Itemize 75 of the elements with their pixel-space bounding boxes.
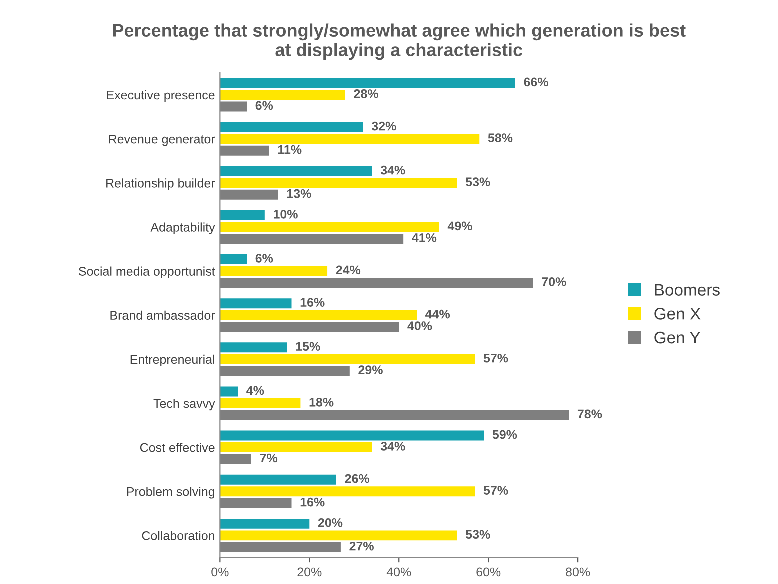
data-label: 40%: [408, 322, 432, 330]
bar: [220, 122, 364, 132]
y-tick-label: Social media opportunist: [79, 266, 216, 278]
bar: [220, 78, 516, 88]
data-label: 29%: [358, 366, 383, 375]
bar: [220, 486, 476, 497]
data-label: 59%: [492, 430, 518, 440]
data-label: 41%: [412, 234, 437, 242]
data-label: 57%: [484, 354, 508, 363]
bar: [220, 430, 484, 441]
chart-title: Percentage that strongly/somewhat agree which generation is best at displaying a characteristic: [113, 24, 686, 60]
data-label: 6%: [256, 101, 274, 110]
legend-label: Gen X: [654, 308, 701, 320]
data-label: 32%: [372, 122, 396, 131]
data-label: 58%: [488, 134, 513, 142]
data-label: 53%: [466, 530, 490, 540]
data-label: 11%: [278, 145, 302, 154]
data-label: 20%: [318, 518, 343, 528]
data-label: 34%: [380, 442, 406, 451]
bar: [220, 310, 418, 320]
y-tick-label: Problem solving: [127, 487, 215, 499]
data-label: 27%: [350, 542, 374, 551]
data-label: 53%: [466, 178, 490, 187]
bar: [220, 222, 440, 232]
y-tick-label: Revenue generator: [109, 135, 216, 146]
bar: [220, 254, 248, 265]
x-tick-label: 0%: [212, 568, 229, 577]
x-tick-label: 80%: [566, 568, 590, 577]
bar: [220, 530, 458, 541]
bar: [220, 386, 238, 397]
bar: [220, 398, 301, 408]
data-label: 26%: [345, 474, 370, 484]
bar: [220, 442, 372, 453]
bar: [220, 210, 265, 220]
data-label: 18%: [310, 398, 334, 407]
data-label: 57%: [484, 486, 508, 495]
bar: [220, 90, 346, 100]
bar: [220, 342, 288, 353]
x-tick-label: 40%: [386, 568, 412, 577]
data-label: 4%: [246, 386, 264, 396]
data-label: 28%: [354, 90, 378, 98]
data-label: 10%: [274, 210, 298, 219]
bar: [220, 166, 372, 176]
data-label: 15%: [296, 342, 320, 352]
y-tick-label: Adaptability: [150, 222, 216, 234]
x-tick-label: 60%: [476, 568, 501, 577]
legend-label: Gen Y: [654, 332, 700, 344]
bar: [220, 354, 476, 364]
data-label: 7%: [260, 454, 278, 463]
data-label: 24%: [336, 266, 361, 275]
data-label: 49%: [448, 222, 472, 231]
data-label: 70%: [542, 278, 566, 286]
data-label: 44%: [426, 310, 450, 319]
bar: [220, 474, 336, 485]
data-label: 16%: [300, 498, 325, 507]
y-tick-label: Executive presence: [107, 90, 215, 102]
data-label: 78%: [578, 410, 602, 419]
legend-label: Boomers: [655, 284, 720, 296]
data-label: 13%: [287, 189, 312, 198]
bar: [220, 178, 458, 188]
x-tick-label: 20%: [298, 568, 322, 577]
bar: [220, 298, 292, 309]
bar: [220, 266, 328, 276]
y-tick-label: Relationship builder: [106, 178, 216, 190]
bar: [220, 134, 480, 144]
data-label: 6%: [256, 254, 274, 263]
y-tick-label: Entrepreneurial: [130, 354, 214, 367]
data-label: 16%: [300, 298, 325, 307]
data-label: 34%: [380, 166, 406, 175]
y-tick-label: Brand ambassador: [110, 310, 216, 320]
bar: [220, 518, 310, 529]
y-tick-label: Collaboration: [142, 531, 215, 540]
y-tick-label: Tech savvy: [154, 398, 216, 411]
data-label: 66%: [524, 78, 548, 87]
y-tick-label: Cost effective: [140, 443, 215, 452]
